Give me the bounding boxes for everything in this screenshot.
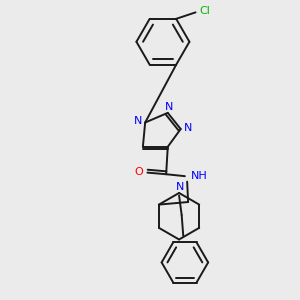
Text: Cl: Cl [199, 6, 210, 16]
Text: N: N [165, 102, 173, 112]
Text: O: O [135, 167, 143, 177]
Text: N: N [134, 116, 142, 126]
Text: N: N [176, 182, 184, 192]
Text: NH: NH [191, 171, 208, 181]
Text: N: N [184, 123, 192, 134]
